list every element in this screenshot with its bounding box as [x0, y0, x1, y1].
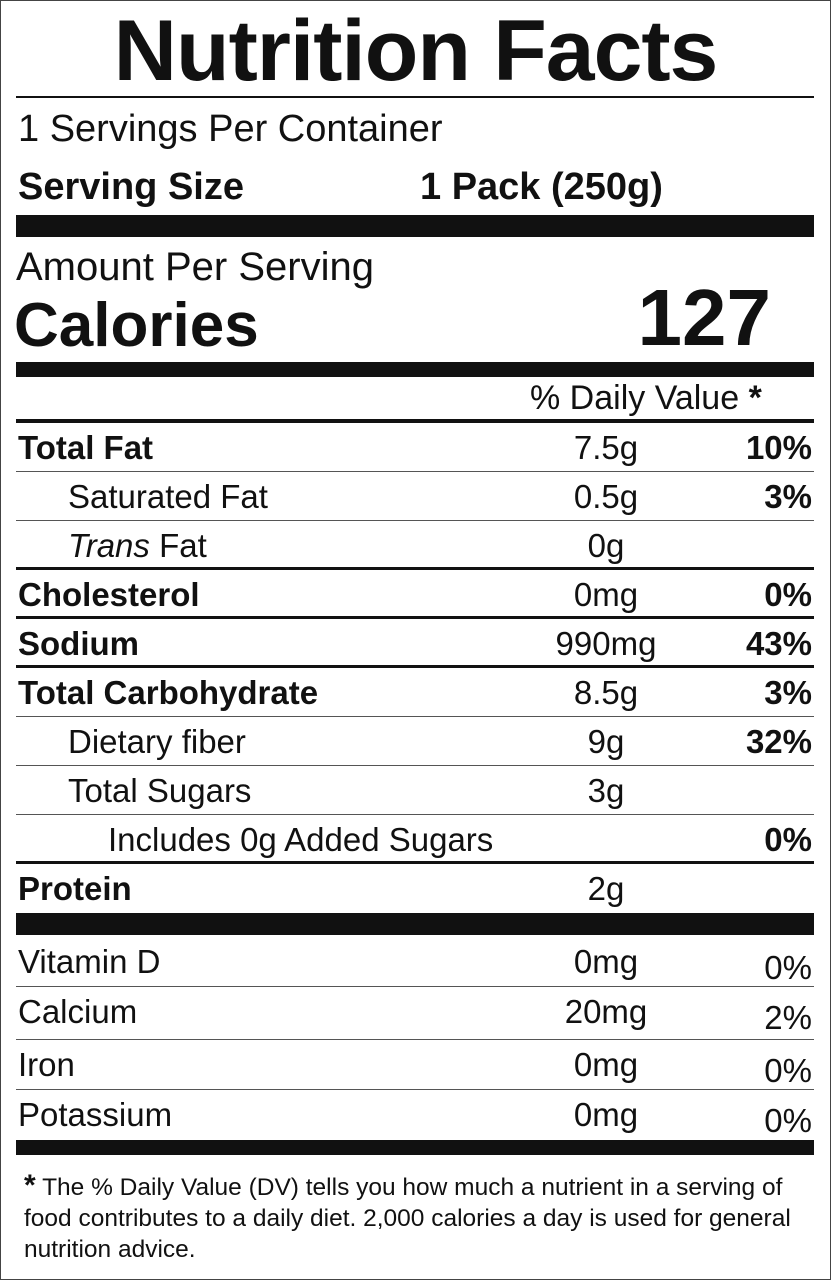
- vitamin-label: Potassium: [18, 1096, 173, 1133]
- nutrient-amount: 2g: [587, 870, 625, 907]
- nutrient-label: Total Sugars: [68, 772, 251, 810]
- thick-divider: [16, 1140, 814, 1155]
- footnote-text: The % Daily Value (DV) tells you how muc…: [24, 1174, 791, 1263]
- nutrient-row: Total Sugars 3g: [16, 766, 814, 815]
- vitamin-daily-value: 0%: [764, 949, 812, 986]
- nutrient-amount: 0g: [587, 527, 625, 564]
- nutrient-label: Trans Fat: [68, 527, 207, 565]
- label-title: Nutrition Facts: [113, 3, 719, 99]
- nutrient-label-text: Total Fat: [18, 429, 154, 466]
- calories-label: Calories: [14, 291, 259, 360]
- vitamin-row: Iron 0mg 0%: [16, 1040, 814, 1090]
- nutrient-row: Total Fat 7.5g 10%: [16, 423, 814, 472]
- row-divider: [16, 665, 814, 668]
- nutrient-amount: 9g: [587, 723, 625, 760]
- daily-value-text: % Daily Value: [530, 379, 740, 417]
- nutrient-label-text: Fat: [149, 527, 207, 564]
- daily-value-header: % Daily Value *: [530, 379, 762, 418]
- nutrient-label: Total Fat: [18, 429, 153, 467]
- nutrient-label: Total Carbohydrate: [18, 674, 318, 712]
- nutrient-label-italic: Trans: [68, 527, 150, 564]
- nutrient-daily-value: 3%: [764, 674, 812, 711]
- vitamin-daily-value: 0%: [764, 1052, 812, 1089]
- nutrient-label: Cholesterol: [18, 576, 200, 614]
- nutrient-label: Sodium: [18, 625, 139, 663]
- nutrient-amount: 7.5g: [573, 429, 639, 466]
- row-divider: [16, 861, 814, 864]
- divider: [16, 419, 814, 423]
- row-divider: [16, 616, 814, 619]
- vitamin-amount: 0mg: [573, 943, 639, 980]
- nutrient-label-text: Total Sugars: [68, 772, 252, 809]
- nutrient-daily-value: 0%: [764, 821, 812, 858]
- serving-size-label: Serving Size: [18, 166, 244, 208]
- vitamin-row: Vitamin D 0mg 0%: [16, 937, 814, 987]
- nutrient-row: Dietary fiber 9g 32%: [16, 717, 814, 766]
- nutrient-daily-value: 0%: [764, 576, 812, 613]
- vitamin-label: Iron: [18, 1046, 75, 1083]
- nutrient-label: Saturated Fat: [68, 478, 268, 516]
- nutrient-row: Saturated Fat 0.5g 3%: [16, 472, 814, 521]
- vitamin-row: Calcium 20mg 2%: [16, 987, 814, 1040]
- row-divider: [16, 520, 814, 521]
- nutrient-label-text: Sodium: [18, 625, 139, 662]
- nutrient-row: Trans Fat 0g: [16, 521, 814, 570]
- servings-per-container: 1 Servings Per Container: [18, 108, 443, 150]
- nutrient-amount: 3g: [587, 772, 625, 809]
- nutrient-label-text: Saturated Fat: [68, 478, 268, 515]
- vitamin-label: Calcium: [18, 993, 138, 1030]
- nutrient-daily-value: 3%: [764, 478, 812, 515]
- footnote-asterisk: *: [24, 1169, 36, 1202]
- asterisk: *: [748, 379, 762, 417]
- row-divider: [16, 716, 814, 717]
- nutrient-label: Protein: [18, 870, 132, 908]
- nutrient-amount: 8.5g: [573, 674, 639, 711]
- nutrient-label-text: Protein: [18, 870, 132, 907]
- vitamin-label: Vitamin D: [18, 943, 161, 980]
- row-divider: [16, 567, 814, 570]
- row-divider: [16, 1089, 814, 1090]
- nutrient-label-text: Cholesterol: [18, 576, 200, 613]
- vitamin-row: Potassium 0mg 0%: [16, 1090, 814, 1140]
- vitamin-amount: 0mg: [573, 1046, 639, 1083]
- footnote: * The % Daily Value (DV) tells you how m…: [24, 1170, 804, 1265]
- row-divider: [16, 814, 814, 815]
- nutrient-daily-value: 32%: [745, 723, 812, 760]
- nutrient-label: Dietary fiber: [68, 723, 246, 761]
- nutrient-label-text: Includes 0g Added Sugars: [108, 821, 494, 858]
- nutrient-row: Total Carbohydrate 8.5g 3%: [16, 668, 814, 717]
- nutrient-label-text: Total Carbohydrate: [18, 674, 319, 711]
- nutrient-amount: 990mg: [555, 625, 657, 662]
- nutrient-row: Sodium 990mg 43%: [16, 619, 814, 668]
- thick-divider: [16, 215, 814, 237]
- thick-divider: [16, 362, 814, 377]
- row-divider: [16, 986, 814, 987]
- row-divider: [16, 1039, 814, 1040]
- row-divider: [16, 765, 814, 766]
- nutrient-label-text: Dietary fiber: [68, 723, 246, 760]
- nutrient-label: Includes 0g Added Sugars: [108, 821, 493, 859]
- amount-per-serving: Amount Per Serving: [16, 245, 374, 289]
- divider: [16, 96, 814, 98]
- nutrient-amount: 0.5g: [573, 478, 639, 515]
- row-divider: [16, 471, 814, 472]
- serving-size-value: 1 Pack (250g): [420, 166, 663, 208]
- nutrient-row: Protein 2g: [16, 864, 814, 913]
- vitamin-daily-value: 0%: [764, 1102, 812, 1139]
- vitamin-amount: 20mg: [564, 993, 648, 1030]
- nutrient-daily-value: 43%: [745, 625, 812, 662]
- nutrient-row: Cholesterol 0mg 0%: [16, 570, 814, 619]
- vitamin-daily-value: 2%: [764, 999, 812, 1036]
- calories-value: 127: [637, 273, 771, 362]
- nutrient-daily-value: 10%: [745, 429, 812, 466]
- vitamin-amount: 0mg: [573, 1096, 639, 1133]
- thick-divider: [16, 913, 814, 935]
- nutrient-row: Includes 0g Added Sugars 0%: [16, 815, 814, 864]
- nutrient-amount: 0mg: [573, 576, 639, 613]
